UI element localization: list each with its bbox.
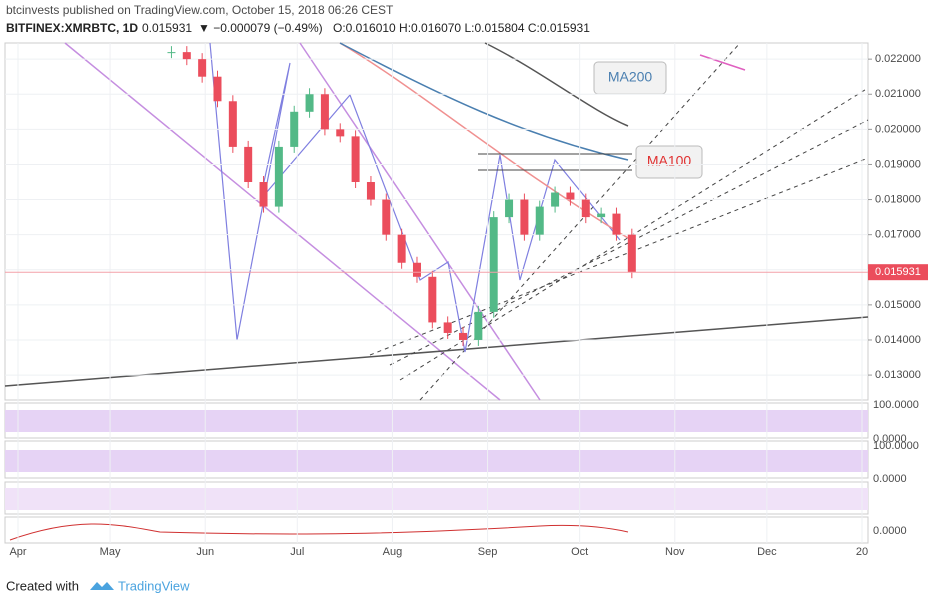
- candle: [520, 199, 529, 235]
- ma200-label: MA200: [608, 69, 653, 85]
- change: ▼ −0.000079 (−0.49%): [198, 21, 323, 35]
- candle: [366, 182, 375, 200]
- candle: [228, 101, 237, 147]
- y-tick-label: 0.017000: [875, 229, 921, 241]
- candle: [612, 213, 621, 235]
- rsi-top: 100.0000: [873, 399, 919, 411]
- candle: [505, 199, 514, 218]
- candle: [259, 182, 268, 207]
- y-tick-label: 0.018000: [875, 193, 921, 205]
- candle: [397, 234, 406, 263]
- fib-line: [369, 157, 869, 356]
- support-line: [4, 316, 869, 387]
- x-tick-label: Nov: [665, 546, 685, 558]
- x-tick-label: Aug: [383, 546, 403, 558]
- x-tick-label: Jul: [290, 546, 304, 558]
- y-tick-label: 0.013000: [875, 369, 921, 381]
- candle: [167, 52, 176, 54]
- x-tick-label: Dec: [757, 546, 777, 558]
- y-tick-label: 0.021000: [875, 88, 921, 100]
- ma100-callout: [635, 145, 703, 179]
- footer-created: Created with: [6, 578, 79, 593]
- candle: [597, 213, 606, 218]
- footer-brand: TradingView: [118, 578, 190, 593]
- candle: [213, 76, 222, 102]
- ma100-label: MA100: [647, 153, 692, 169]
- tv-logo: [90, 582, 114, 590]
- ma-long-line: [484, 42, 629, 127]
- x-tick-label: Apr: [9, 546, 26, 558]
- stoch-band: [5, 450, 868, 472]
- x-tick-label: 20: [856, 546, 868, 558]
- candle: [244, 146, 253, 183]
- candle: [474, 311, 483, 340]
- x-tick-label: Oct: [571, 546, 588, 558]
- candle: [182, 52, 191, 60]
- candle: [428, 276, 437, 323]
- candle: [443, 322, 452, 333]
- y-tick-label: 0.022000: [875, 53, 921, 65]
- candle: [320, 94, 329, 130]
- publisher: btcinvests published on TradingView.com,…: [6, 3, 394, 17]
- candle: [566, 192, 575, 200]
- x-tick-label: May: [100, 546, 121, 558]
- candle: [274, 146, 283, 207]
- candle: [336, 129, 345, 137]
- candle: [290, 111, 299, 147]
- last: 0.015931: [142, 21, 192, 35]
- indicator-panes: [4, 402, 869, 544]
- candle: [627, 234, 636, 273]
- candle: [412, 262, 421, 277]
- y-tick-label: 0.014000: [875, 334, 921, 346]
- candle: [535, 206, 544, 235]
- wave: [209, 42, 621, 353]
- candle: [305, 94, 314, 112]
- rsi-band: [5, 410, 868, 432]
- rsi-bottom: 0.0000: [873, 433, 907, 445]
- candle: [581, 199, 590, 218]
- x-tick-label: Sep: [478, 546, 498, 558]
- osc-band: [5, 488, 868, 510]
- candle: [459, 332, 468, 340]
- macd-zero: 0.0000: [873, 525, 907, 537]
- stoch-bottom: 0.0000: [873, 473, 907, 485]
- last-price-label: 0.015931: [875, 266, 921, 278]
- y-tick-label: 0.020000: [875, 123, 921, 135]
- candle: [551, 192, 560, 207]
- macd-pane: [4, 516, 869, 544]
- ohlc: O:0.016010 H:0.016070 L:0.015804 C:0.015…: [333, 21, 590, 35]
- macd-line: [9, 523, 629, 541]
- last-price-box: [868, 264, 928, 281]
- y-tick-label: 0.015000: [875, 299, 921, 311]
- stoch-top: 100.0000: [873, 440, 919, 452]
- ma200-line: [339, 42, 629, 161]
- channel-line: [64, 42, 501, 401]
- candle: [198, 59, 207, 77]
- pink-line: [699, 54, 746, 71]
- y-tick-label: 0.019000: [875, 158, 921, 170]
- x-tick-label: Jun: [196, 546, 214, 558]
- candle: [382, 199, 391, 235]
- candle: [489, 217, 498, 312]
- price-pane: [4, 42, 869, 401]
- candle: [351, 136, 360, 183]
- channel-line: [299, 42, 541, 401]
- symbol: BITFINEX:XMRBTC, 1D: [6, 21, 138, 35]
